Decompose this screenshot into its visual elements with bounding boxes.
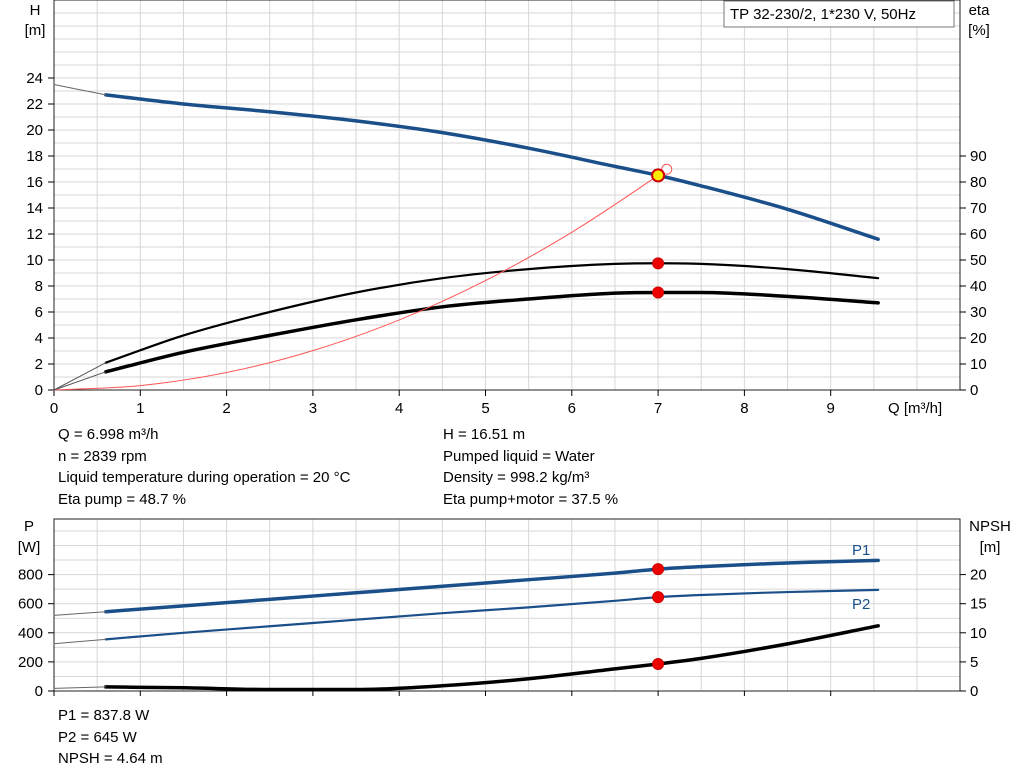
y-right-tick-label: 50	[970, 252, 987, 269]
x-axis-label: Q [m³/h]	[888, 400, 942, 417]
npsh-tick-label: 0	[970, 683, 978, 700]
npsh-tick-label: 5	[970, 654, 978, 671]
y-left-axis-unit: [m]	[25, 22, 46, 39]
info-npsh: NPSH = 4.64 m	[58, 750, 163, 767]
info-flow: Q = 6.998 m³/h	[58, 426, 159, 443]
info-block-left: Q = 6.998 m³/h n = 2839 rpm Liquid tempe…	[58, 424, 350, 510]
x-tick-label: 7	[654, 400, 662, 417]
duty-point-eta	[652, 286, 665, 299]
y-right-axis-label: eta	[969, 2, 991, 19]
x-tick-label: 0	[50, 400, 58, 417]
eta-total-extrapolation	[53, 371, 106, 391]
chart-title: TP 32-230/2, 1*230 V, 50Hz	[730, 6, 916, 23]
y-right-axis-unit: [%]	[968, 22, 990, 39]
npsh-axis-label: NPSH	[969, 518, 1011, 535]
y-right-tick-label: 90	[970, 148, 987, 165]
npsh-extrapolation	[53, 686, 107, 689]
eta-pump-extrapolation	[53, 362, 107, 391]
top-plot-frame	[53, 0, 961, 391]
system-curve	[53, 168, 668, 391]
head-extrapolation	[53, 84, 107, 96]
power-axis-unit: [W]	[18, 539, 41, 556]
title-box	[723, 0, 955, 28]
y-left-tick-label: 14	[26, 200, 43, 217]
y-left-tick-label: 2	[35, 356, 43, 373]
x-tick-label: 3	[309, 400, 317, 417]
info-block-right: H = 16.51 m Pumped liquid = Water Densit…	[443, 424, 618, 510]
power-tick-label: 400	[18, 625, 43, 642]
y-left-tick-label: 18	[26, 148, 43, 165]
duty-point-p1	[652, 563, 665, 576]
y-left-tick-label: 20	[26, 122, 43, 139]
y-right-tick-label: 20	[970, 330, 987, 347]
y-right-tick-label: 60	[970, 226, 987, 243]
x-tick-label: 9	[827, 400, 835, 417]
npsh-tick-label: 10	[970, 625, 987, 642]
x-tick-label: 1	[136, 400, 144, 417]
x-tick-label: 6	[568, 400, 576, 417]
p2-curve-label: P2	[852, 596, 870, 613]
p1-curve	[104, 558, 880, 614]
y-right-tick-label: 0	[970, 382, 978, 399]
npsh-tick-label: 15	[970, 596, 987, 613]
duty-point-npsh	[652, 657, 665, 670]
y-left-tick-label: 4	[35, 330, 43, 347]
info-temperature: Liquid temperature during operation = 20…	[58, 469, 351, 486]
info-head: H = 16.51 m	[443, 426, 526, 443]
head-curve	[104, 93, 880, 241]
y-left-tick-label: 0	[35, 382, 43, 399]
p1-extrapolation	[53, 611, 107, 616]
y-right-tick-label: 40	[970, 278, 987, 295]
x-tick-label: 8	[740, 400, 748, 417]
y-left-tick-label: 24	[26, 70, 43, 87]
npsh-tick-label: 20	[970, 567, 987, 584]
y-right-tick-label: 30	[970, 304, 987, 321]
duty-point-eta	[652, 257, 665, 270]
npsh-axis-unit: [m]	[980, 539, 1001, 556]
info-p2: P2 = 645 W	[58, 728, 137, 746]
info-eta-total: Eta pump+motor = 37.5 %	[443, 490, 619, 508]
npsh-curve	[104, 624, 880, 692]
y-right-tick-label: 10	[970, 356, 987, 373]
y-left-tick-label: 6	[35, 304, 43, 321]
p2-curve	[104, 588, 880, 641]
y-left-axis-label: H	[30, 2, 41, 19]
y-right-tick-label: 70	[970, 200, 987, 217]
power-axis-label: P	[24, 518, 34, 535]
y-left-tick-label: 8	[35, 278, 43, 295]
y-left-tick-label: 16	[26, 174, 43, 191]
y-right-tick-label: 80	[970, 174, 987, 191]
eta-pump-motor-curve	[104, 290, 880, 374]
x-tick-label: 4	[395, 400, 403, 417]
system-curve-end-marker	[661, 163, 673, 175]
duty-point-p2	[652, 591, 665, 604]
bottom-plot-frame	[53, 518, 961, 692]
info-block-bottom: P1 = 837.8 W P2 = 645 W NPSH = 4.64 m	[58, 705, 163, 770]
eta-pump-curve	[104, 262, 880, 364]
power-tick-label: 0	[35, 683, 43, 700]
y-left-tick-label: 12	[26, 226, 43, 243]
info-p1: P1 = 837.8 W	[58, 707, 150, 724]
info-liquid: Pumped liquid = Water	[443, 447, 595, 465]
y-left-tick-label: 22	[26, 96, 43, 113]
x-tick-label: 2	[222, 400, 230, 417]
y-left-tick-label: 10	[26, 252, 43, 269]
power-tick-label: 600	[18, 596, 43, 613]
p2-extrapolation	[53, 638, 107, 645]
x-tick-label: 5	[481, 400, 489, 417]
duty-point-head	[651, 168, 666, 183]
power-tick-label: 800	[18, 567, 43, 584]
p1-curve-label: P1	[852, 542, 870, 559]
info-density: Density = 998.2 kg/m³	[443, 469, 590, 486]
info-eta-pump: Eta pump = 48.7 %	[58, 490, 186, 508]
power-tick-label: 200	[18, 654, 43, 671]
info-speed: n = 2839 rpm	[58, 447, 147, 465]
